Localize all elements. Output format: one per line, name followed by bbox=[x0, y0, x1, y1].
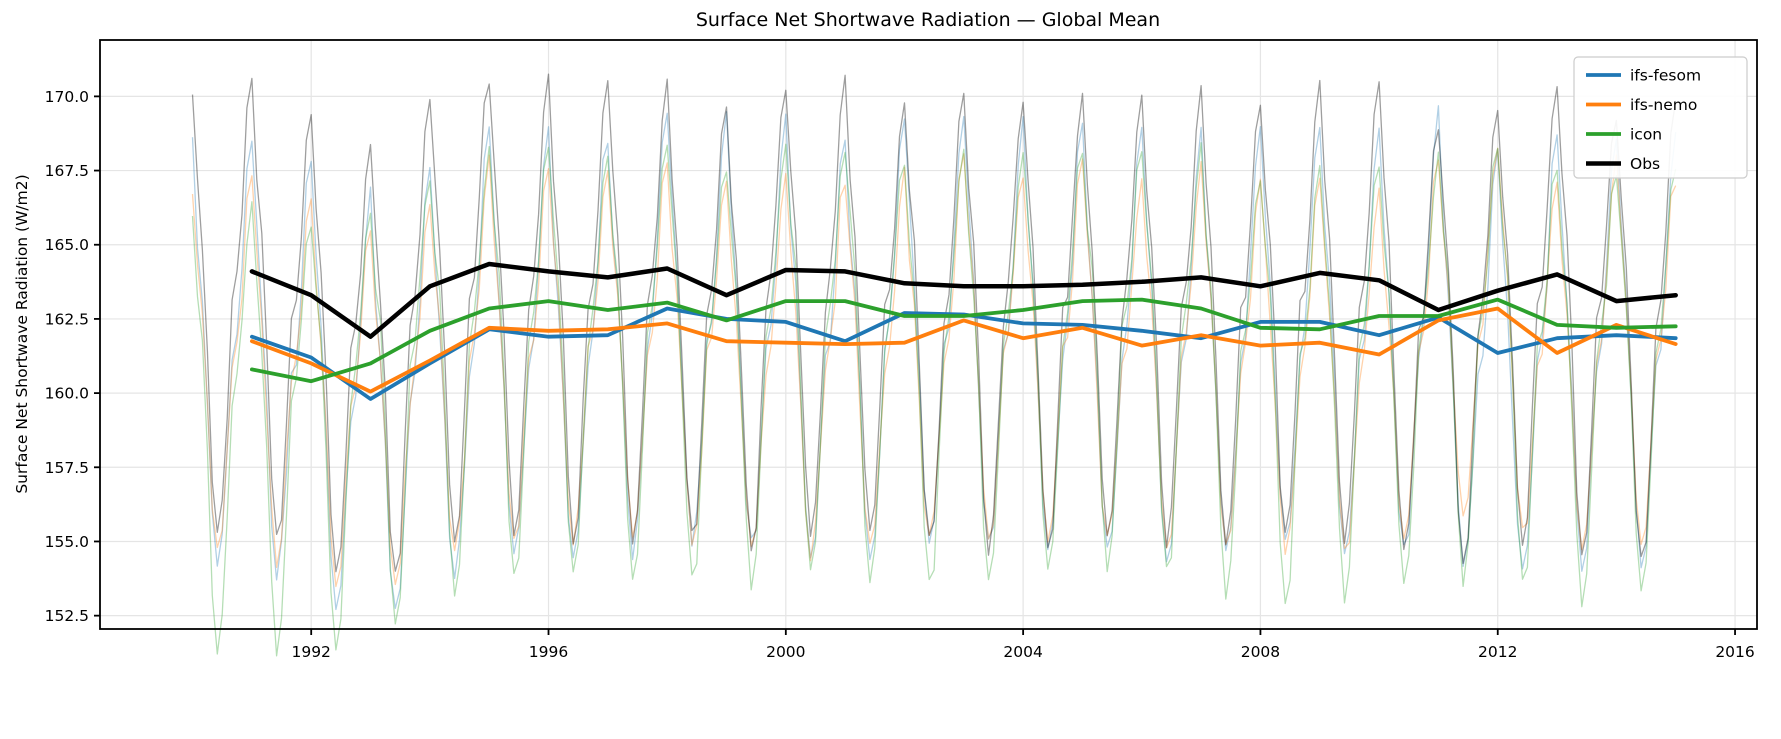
monthly-lines bbox=[191, 73, 1677, 657]
x-tick-label: 2008 bbox=[1241, 643, 1280, 661]
x-tick-label: 1992 bbox=[291, 643, 330, 661]
y-tick-label: 160.0 bbox=[45, 385, 89, 403]
x-tick-label: 2012 bbox=[1478, 643, 1517, 661]
legend-entry-icon: icon bbox=[1586, 126, 1662, 144]
legend-box bbox=[1573, 56, 1748, 179]
annual-lines bbox=[249, 261, 1678, 401]
monthly-line-ifs-nemo bbox=[191, 147, 1677, 588]
annual-line-ifs-nemo bbox=[249, 306, 1678, 394]
x-tick-label: 2016 bbox=[1715, 643, 1754, 661]
x-axis: 1992 1996 2000 2004 2008 2012 2016 bbox=[291, 629, 1755, 661]
y-tick-label: 157.5 bbox=[45, 459, 89, 477]
legend-entry-ifs-nemo: ifs-nemo bbox=[1586, 96, 1697, 114]
y-tick-label: 152.5 bbox=[45, 607, 89, 625]
legend-label: Obs bbox=[1630, 155, 1660, 173]
x-tick-label: 2004 bbox=[1003, 643, 1042, 661]
y-axis-label: Surface Net Shortwave Radiation (W/m2) bbox=[13, 174, 31, 493]
monthly-line-icon bbox=[191, 142, 1677, 657]
plot-frame bbox=[99, 39, 1758, 630]
legend-entry-ifs-fesom: ifs-fesom bbox=[1586, 67, 1701, 85]
legend-entry-Obs: Obs bbox=[1586, 155, 1660, 173]
monthly-line-ifs-fesom bbox=[191, 105, 1677, 611]
annual-line-Obs bbox=[249, 261, 1678, 339]
chart-grid bbox=[100, 40, 1757, 629]
y-tick-label: 170.0 bbox=[45, 88, 89, 106]
legend-label: ifs-nemo bbox=[1630, 96, 1697, 114]
monthly-line-Obs bbox=[191, 73, 1677, 573]
x-tick-label: 1996 bbox=[529, 643, 568, 661]
y-tick-label: 162.5 bbox=[45, 310, 89, 328]
legend: ifs-fesom ifs-nemo icon Obs bbox=[1573, 56, 1748, 179]
y-tick-label: 167.5 bbox=[45, 162, 89, 180]
chart-title: Surface Net Shortwave Radiation — Global… bbox=[696, 9, 1160, 31]
y-axis: 152.5 155.0 157.5 160.0 162.5 165.0 167.5 170.0 bbox=[45, 88, 100, 625]
plot-area bbox=[99, 39, 1758, 657]
x-tick-label: 2000 bbox=[766, 643, 805, 661]
legend-label: icon bbox=[1630, 126, 1662, 144]
y-tick-label: 155.0 bbox=[45, 533, 89, 551]
annual-line-icon bbox=[249, 297, 1678, 384]
y-tick-label: 165.0 bbox=[45, 236, 89, 254]
legend-label: ifs-fesom bbox=[1630, 67, 1701, 85]
